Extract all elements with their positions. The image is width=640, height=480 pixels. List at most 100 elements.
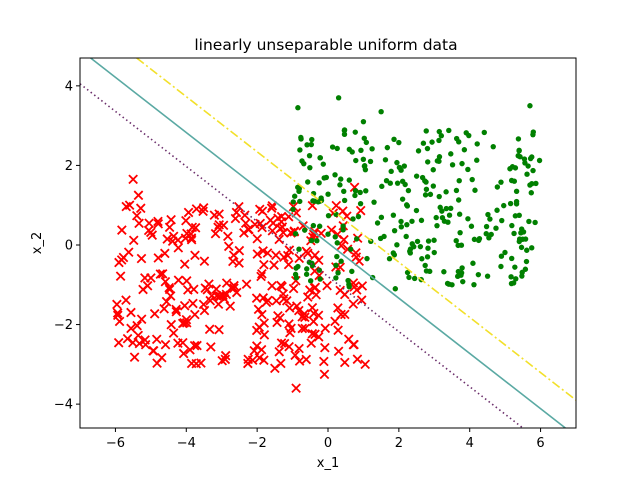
green-dot-point [513,188,520,195]
y-axis-ticks: −4 −2 0 2 4 [54,79,80,413]
red-x-point [112,308,123,318]
green-dot-point [394,242,400,248]
red-x-point [183,285,193,295]
green-dot-point [470,260,476,266]
green-dot-point [422,192,429,198]
red-x-point [229,283,239,294]
red-x-point [117,225,127,235]
red-x-point [320,323,331,334]
green-dot-point [306,152,313,159]
green-dot-point [357,200,364,207]
red-x-point [278,227,289,238]
green-dot-point [406,274,412,281]
green-dot-point [317,276,323,282]
red-x-point [348,299,359,309]
red-x-point [319,356,329,367]
green-dot-point [436,193,442,200]
green-dot-point [499,217,505,224]
green-dot-point [420,140,427,146]
green-dot-point [524,171,530,177]
x-tick-label: 6 [536,436,544,451]
y-tick-label: 4 [65,79,73,94]
x-tick-label: −4 [177,436,196,451]
x-tick-label: −6 [106,436,125,451]
red-x-point [140,335,150,345]
green-dot-point [434,222,440,229]
green-dot-point [458,270,465,276]
green-dot-point [459,265,465,271]
red-x-point [270,363,280,374]
green-dot-point [407,250,414,256]
red-x-point [308,316,319,327]
red-x-point [300,323,311,334]
green-dot-point [494,207,500,213]
green-dot-point [332,234,338,240]
green-dot-point [403,202,410,208]
green-dot-point [332,172,338,178]
green-dot-point [295,105,301,111]
green-dot-point [293,274,300,281]
red-x-point [249,345,260,356]
green-dot-point [396,139,402,146]
green-dot-point [301,227,308,233]
green-dot-point [361,135,367,141]
red-x-point [242,358,253,369]
green-dot-point [488,231,494,238]
red-x-point [274,346,285,357]
green-dot-point [490,143,496,150]
red-x-point [275,313,285,323]
red-x-point [122,333,133,344]
green-dot-point [425,238,432,244]
red-x-point [299,309,310,319]
green-dot-point [418,217,425,224]
green-dot-point [526,218,532,225]
green-dot-point [501,202,507,209]
green-dot-point [441,269,447,275]
red-x-point [126,323,136,334]
green-dot-point [476,235,483,242]
red-x-point [112,299,122,310]
red-x-point [239,228,249,238]
red-x-point [166,319,177,330]
green-dot-point [536,157,543,164]
red-x-point [302,248,313,259]
green-dot-point [455,242,461,249]
green-dot-point [430,183,437,189]
green-dot-point [439,208,445,214]
red-x-point [336,309,346,320]
green-dot-point [391,136,397,142]
green-dot-point [507,200,514,207]
green-dot-point [498,263,504,270]
red-x-point [306,338,317,349]
green-dot-point [423,186,430,193]
red-x-point [307,328,318,339]
green-dot-point [527,155,534,162]
red-x-point [151,334,162,345]
y-tick-label: −2 [54,318,73,333]
red-x-point [179,300,190,311]
green-dot-point [524,247,530,253]
red-x-point [333,325,343,336]
green-dot-point [352,192,358,199]
green-dot-point [443,205,450,212]
red-x-point [308,229,319,240]
red-x-point [213,222,223,233]
green-dot-point [305,179,311,185]
green-dot-point [529,245,535,251]
red-x-point [189,309,200,320]
green-dot-point [333,275,339,281]
green-dot-point [334,240,340,246]
green-dot-point [517,154,523,160]
red-x-point [339,357,350,368]
red-x-point [112,310,123,321]
green-dot-point [297,147,303,153]
red-x-point [144,218,154,228]
green-dot-point [532,219,538,226]
red-x-point [171,306,182,317]
green-dot-point [436,128,442,135]
green-dot-point [394,159,400,166]
green-dot-point [350,216,356,222]
green-dot-point [307,164,313,171]
red-x-point [186,233,197,243]
red-x-point [126,307,136,318]
